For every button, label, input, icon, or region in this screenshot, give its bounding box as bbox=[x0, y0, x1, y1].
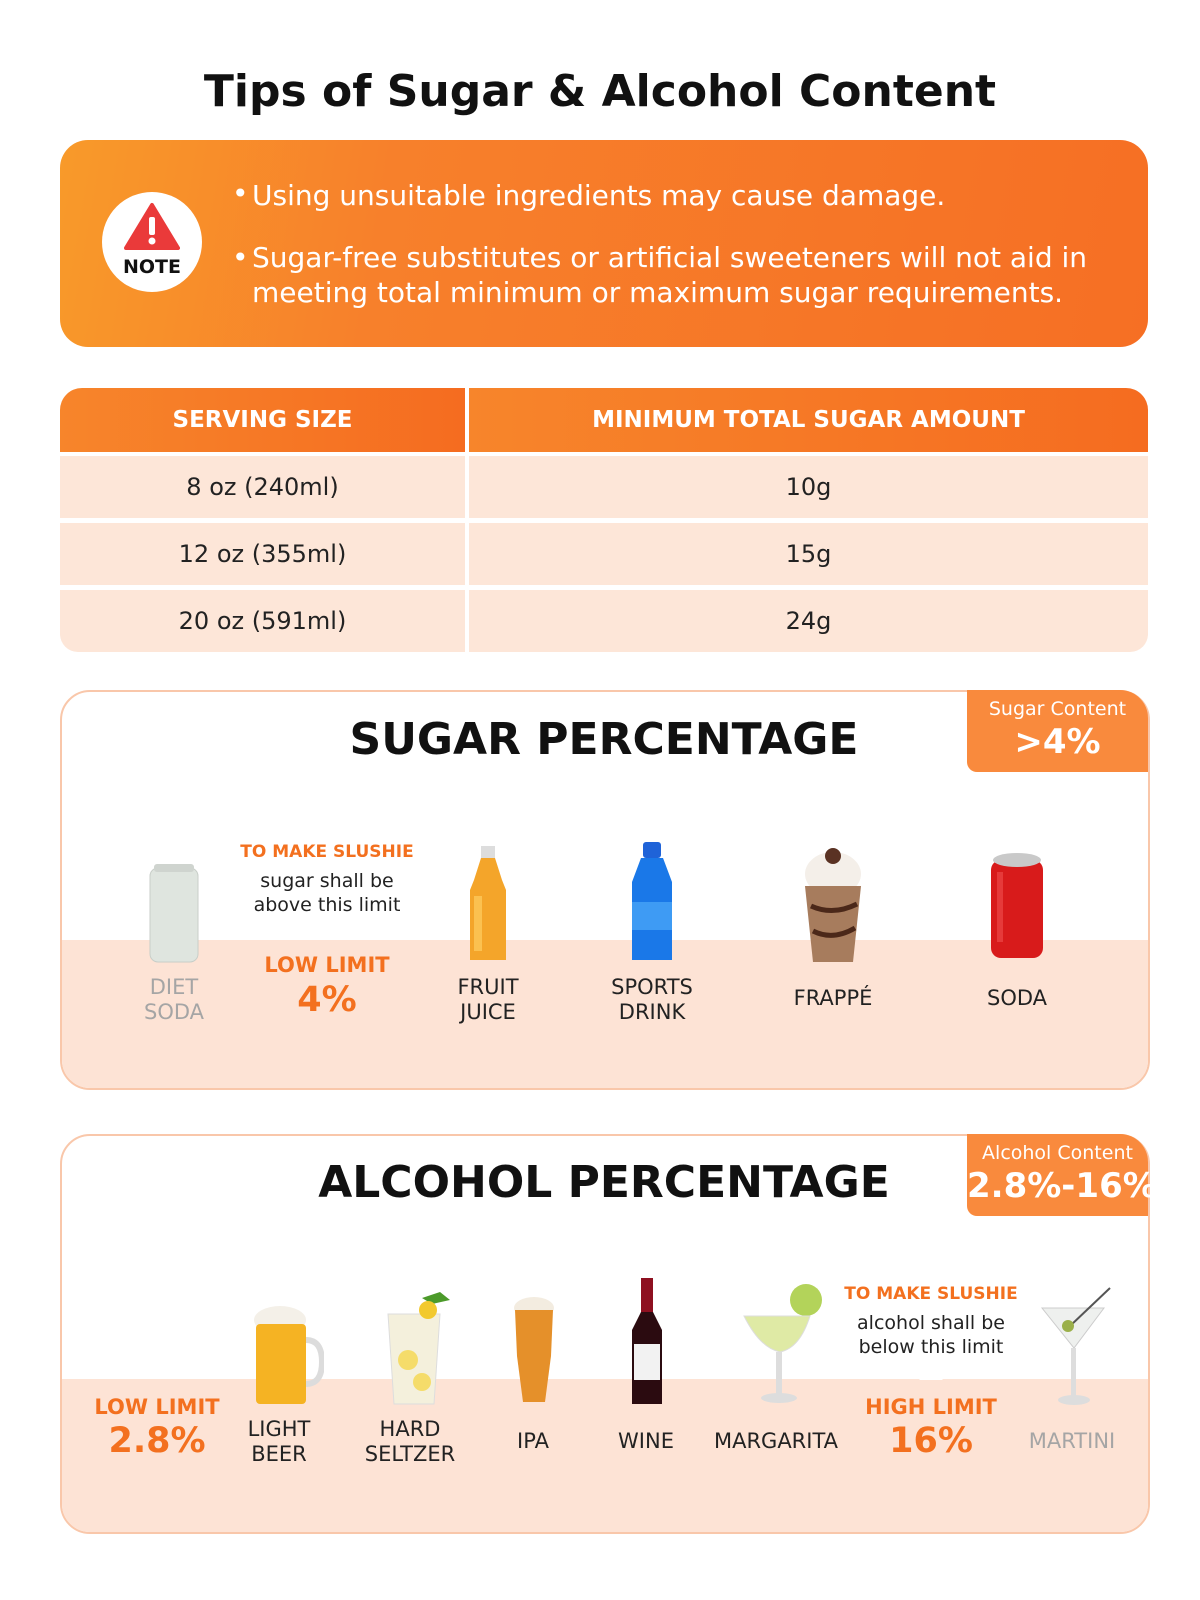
diet-soda-icon bbox=[149, 864, 199, 963]
limit-value: 4% bbox=[297, 980, 357, 1020]
section-title: SUGAR PERCENTAGE bbox=[349, 714, 859, 765]
light-beer-icon bbox=[254, 1306, 324, 1404]
bullet: • bbox=[232, 177, 249, 210]
table-header: MINIMUM TOTAL SUGAR AMOUNT bbox=[469, 388, 1148, 452]
table-cell: 24g bbox=[469, 590, 1148, 652]
drink-label: SPORTS DRINK bbox=[611, 975, 693, 1024]
note-item: Sugar-free substitutes or artificial swe… bbox=[252, 241, 1088, 309]
limit-value: 2.8% bbox=[108, 1421, 206, 1461]
sugar-panel bbox=[60, 690, 1150, 1090]
drink-label: FRAPPÉ bbox=[793, 986, 873, 1010]
limit-note-heading: TO MAKE SLUSHIE bbox=[240, 842, 414, 862]
table-cell: 20 oz (591ml) bbox=[60, 590, 465, 652]
note-item: Using unsuitable ingredients may cause d… bbox=[252, 179, 946, 212]
page-title: Tips of Sugar & Alcohol Content bbox=[203, 66, 997, 117]
note-badge: NOTE bbox=[123, 256, 181, 278]
drink-label: WINE bbox=[618, 1429, 674, 1453]
limit-note-heading: TO MAKE SLUSHIE bbox=[844, 1284, 1018, 1304]
warning-icon bbox=[124, 203, 180, 250]
badge-label: Alcohol Content bbox=[982, 1142, 1133, 1164]
hard-seltzer-icon bbox=[387, 1292, 450, 1405]
content-badge: Sugar Content >4% bbox=[967, 690, 1148, 772]
section-title: ALCOHOL PERCENTAGE bbox=[318, 1157, 890, 1208]
limit-label: LOW LIMIT bbox=[94, 1395, 220, 1419]
juice-icon bbox=[470, 846, 506, 960]
limit-note-text: below this limit bbox=[858, 1336, 1004, 1358]
limit-note-text: sugar shall be bbox=[260, 870, 394, 892]
margarita-icon bbox=[743, 1284, 822, 1403]
ipa-icon bbox=[514, 1297, 554, 1402]
sports-drink-icon bbox=[632, 842, 672, 960]
table-cell: 15g bbox=[469, 523, 1148, 585]
limit-value: 16% bbox=[889, 1421, 973, 1461]
bullet: • bbox=[232, 241, 249, 274]
panel-band bbox=[62, 1379, 1148, 1532]
drink-label: DIET SODA bbox=[143, 975, 205, 1024]
pointer bbox=[919, 1368, 943, 1380]
table-header: SERVING SIZE bbox=[60, 388, 465, 452]
badge-label: Sugar Content bbox=[988, 698, 1127, 720]
wine-icon bbox=[632, 1278, 662, 1404]
limit-note-text: alcohol shall be bbox=[857, 1312, 1005, 1334]
soda-icon bbox=[991, 853, 1043, 958]
limit-note-text: above this limit bbox=[253, 894, 401, 916]
content-badge: Alcohol Content 2.8%-16% bbox=[967, 1134, 1157, 1216]
pointer bbox=[315, 926, 339, 938]
martini-icon bbox=[1040, 1287, 1111, 1405]
limit-label: LOW LIMIT bbox=[264, 953, 390, 977]
note-box bbox=[60, 140, 1148, 347]
panel-band bbox=[62, 940, 1148, 1088]
drink-label: FRUIT JUICE bbox=[457, 975, 519, 1024]
table-cell: 8 oz (240ml) bbox=[60, 456, 465, 518]
drink-label: LIGHT BEER bbox=[247, 1417, 311, 1466]
badge-value: >4% bbox=[1014, 722, 1101, 762]
drink-label: MARGARITA bbox=[713, 1429, 839, 1453]
frappe-icon bbox=[805, 848, 861, 962]
drink-label: IPA bbox=[517, 1429, 549, 1453]
table-cell: 10g bbox=[469, 456, 1148, 518]
drink-label: SODA bbox=[986, 986, 1048, 1010]
table-cell: 12 oz (355ml) bbox=[60, 523, 465, 585]
drink-label: HARD SELTZER bbox=[364, 1417, 456, 1466]
badge-value: 2.8%-16% bbox=[967, 1166, 1157, 1206]
limit-label: HIGH LIMIT bbox=[865, 1395, 997, 1419]
drink-label: MARTINI bbox=[1028, 1429, 1116, 1453]
